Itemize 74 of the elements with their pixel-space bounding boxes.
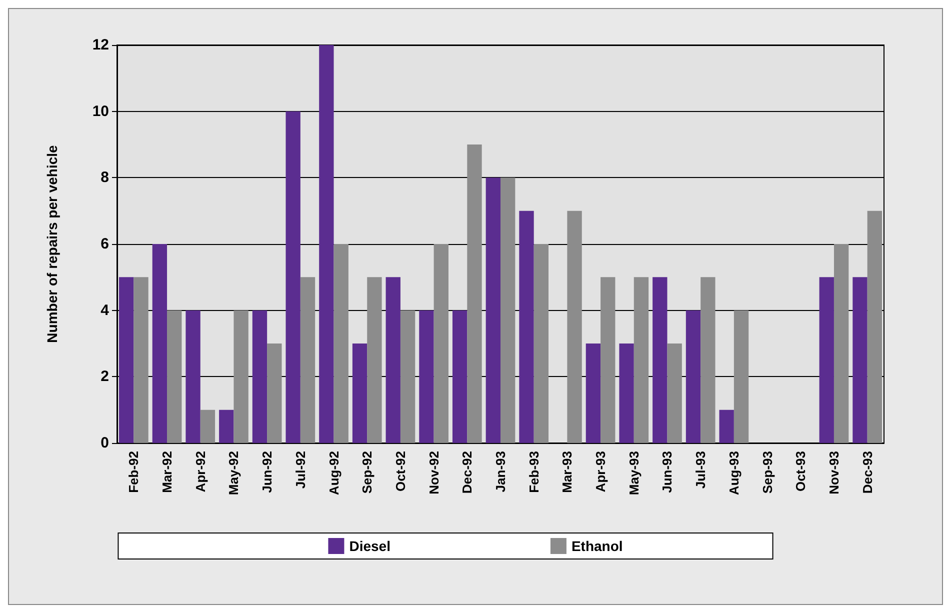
bar (652, 277, 668, 443)
x-tick-label: Nov-92 (426, 451, 442, 494)
x-tick-label: Aug-93 (726, 451, 742, 496)
x-tick-label: Feb-93 (526, 451, 542, 493)
bar (119, 277, 134, 443)
bar (467, 144, 482, 443)
x-tick-label: Sep-92 (360, 451, 375, 494)
bar (334, 244, 348, 443)
bar (219, 410, 234, 443)
bar (486, 178, 500, 443)
bar (386, 277, 400, 443)
x-tick-label: Nov-93 (826, 451, 842, 494)
x-tick-label: Jun-92 (260, 451, 275, 493)
y-tick-label: 6 (100, 236, 109, 252)
x-tick-label: May-92 (226, 451, 242, 496)
bar (734, 310, 749, 443)
bar (719, 410, 734, 443)
bar (267, 344, 282, 443)
bar (519, 210, 534, 443)
bar (686, 310, 701, 443)
x-tick-label: May-93 (626, 451, 642, 496)
legend-label: Diesel (349, 538, 390, 554)
legend-label: Ethanol (571, 538, 623, 554)
bar (186, 310, 200, 443)
x-tick-label: Sep-93 (760, 451, 775, 494)
bar (500, 178, 516, 443)
bar (400, 310, 416, 443)
y-tick-label: 2 (100, 368, 109, 386)
bar (619, 344, 634, 443)
bar (352, 344, 368, 443)
bar (534, 244, 549, 443)
bar (452, 310, 468, 443)
bar (419, 310, 434, 443)
bar (634, 277, 649, 443)
bar (819, 277, 834, 443)
bar (367, 277, 382, 443)
x-tick-label: Jul-93 (693, 451, 708, 489)
bar (252, 310, 268, 443)
bar (867, 210, 882, 443)
x-tick-label: Feb-92 (126, 451, 142, 493)
bar (300, 277, 316, 443)
y-tick-label: 4 (100, 302, 110, 319)
bar (134, 277, 148, 443)
y-tick-label: 0 (100, 434, 109, 452)
x-tick-label: Jan-93 (493, 451, 508, 492)
y-tick-label: 8 (100, 169, 109, 186)
x-tick-label: Mar-92 (160, 451, 175, 493)
bar (586, 344, 601, 443)
bar (834, 244, 849, 443)
bar (286, 111, 300, 443)
bar (600, 277, 616, 443)
x-tick-label: Dec-93 (860, 451, 875, 494)
bar (152, 244, 168, 443)
y-tick-label: 10 (92, 102, 109, 120)
bar (200, 410, 216, 443)
x-tick-label: Mar-93 (560, 451, 575, 493)
bar (667, 344, 682, 443)
bar (852, 277, 868, 443)
bar (167, 310, 182, 443)
x-tick-label: Aug-92 (326, 451, 342, 496)
x-tick-label: Apr-92 (192, 451, 208, 492)
x-tick-label: Dec-92 (460, 451, 475, 494)
x-tick-label: Oct-92 (392, 451, 408, 492)
x-tick-label: Jul-92 (292, 451, 308, 489)
bar (434, 244, 448, 443)
bar (567, 210, 582, 443)
y-axis-title: Number of repairs per vehicle (44, 144, 60, 343)
y-tick-label: 12 (92, 36, 109, 54)
bar (319, 45, 334, 443)
bar (234, 310, 248, 443)
x-tick-label: Apr-93 (593, 451, 608, 492)
x-tick-label: Jun-93 (660, 451, 675, 493)
x-tick-label: Oct-93 (793, 451, 808, 492)
bar (700, 277, 716, 443)
